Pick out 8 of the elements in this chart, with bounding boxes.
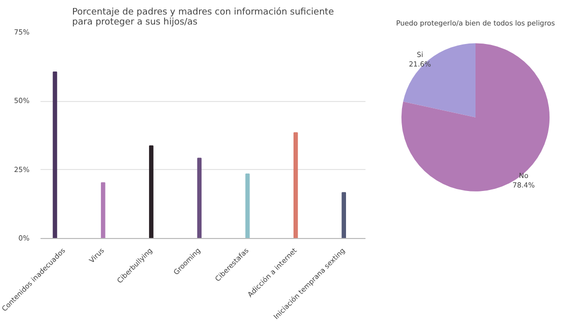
bar bbox=[245, 173, 250, 238]
bar bbox=[197, 158, 202, 238]
bar bbox=[100, 182, 106, 238]
bar bbox=[52, 72, 58, 238]
bar bbox=[342, 192, 346, 238]
bar bbox=[294, 132, 298, 238]
bar bbox=[149, 145, 154, 238]
chart-title: Porcentaje de padres y madres con información suficiente para proteger a sus hijos/as bbox=[72, 6, 334, 28]
